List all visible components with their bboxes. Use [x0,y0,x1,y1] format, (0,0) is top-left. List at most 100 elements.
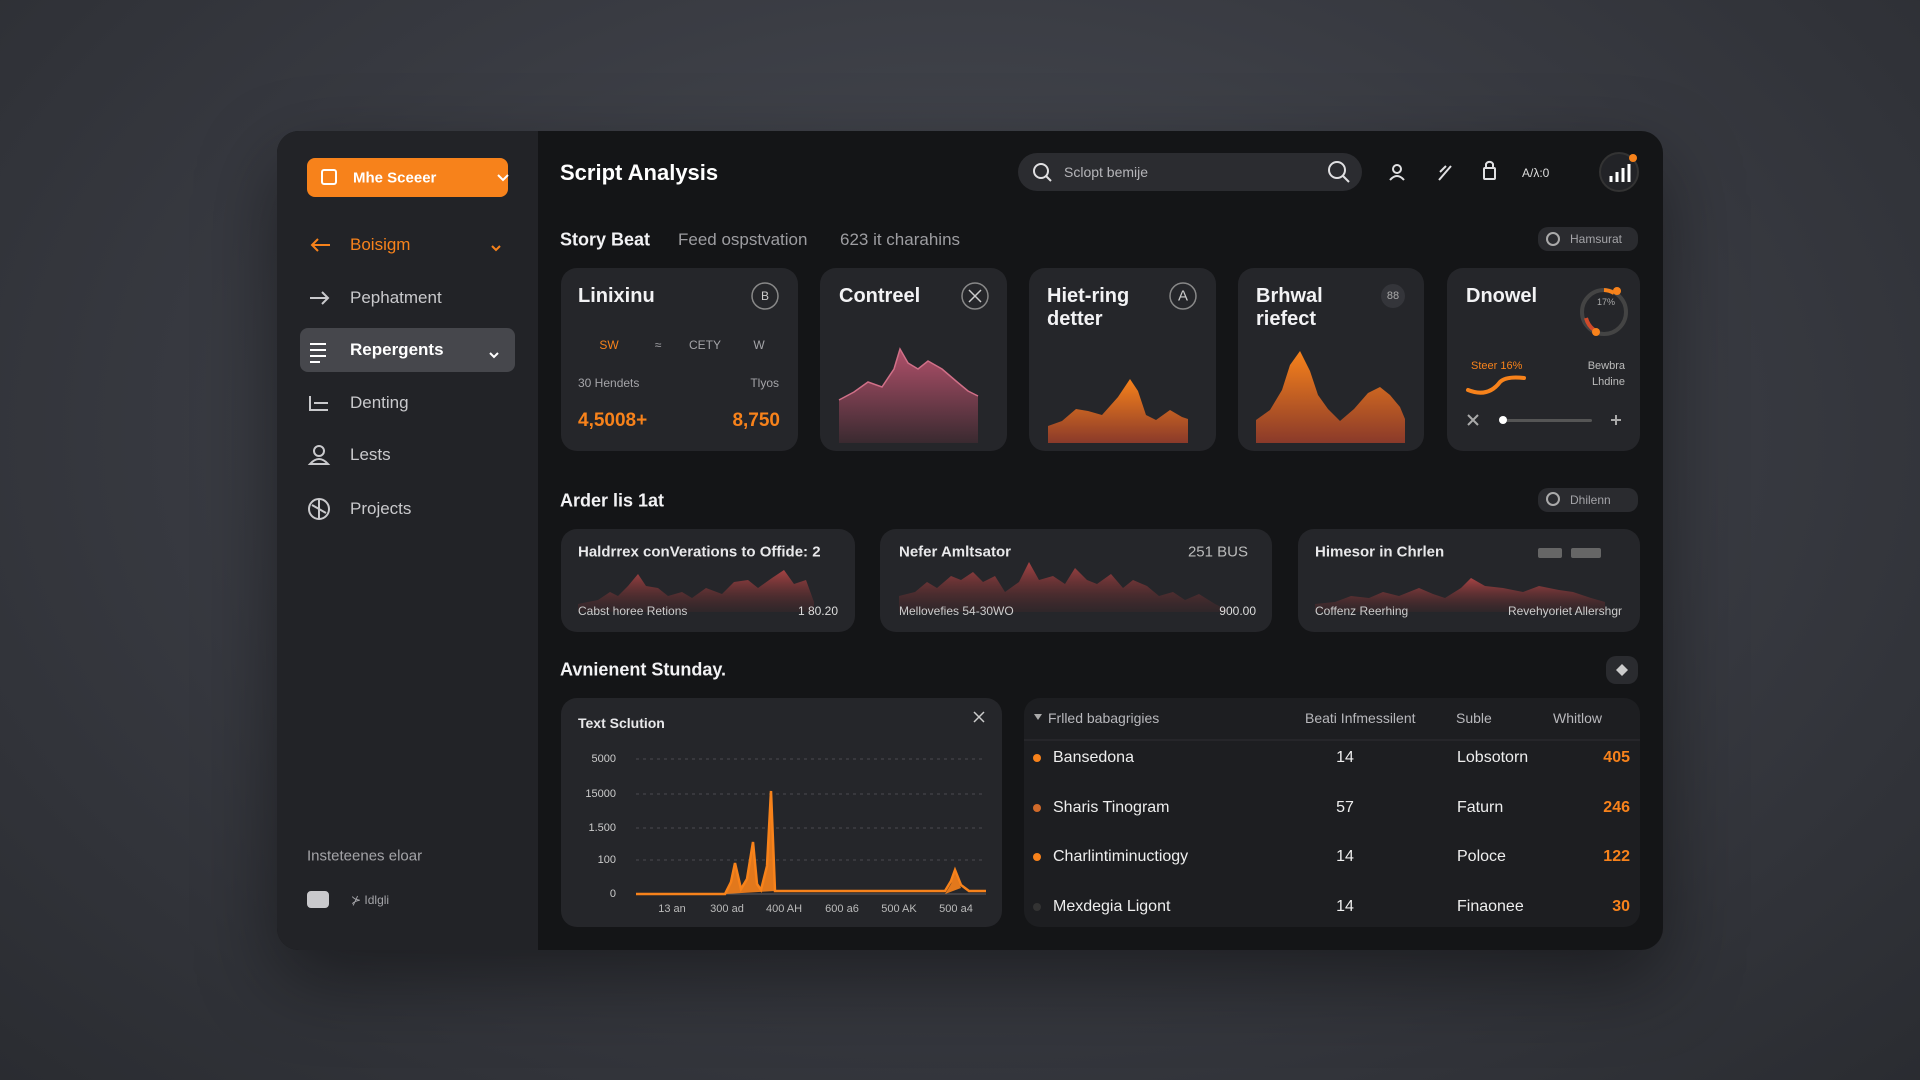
gauge-label: 17% [1596,297,1616,307]
footer-title: Insteteenes eloar [307,847,423,865]
nav-item[interactable]: Denting [350,393,409,412]
cell-value: 405 [1603,749,1630,766]
cell-number: 14 [1336,848,1354,865]
card-title: Dnowel [1466,285,1538,307]
sidebar-icons [307,169,509,908]
chart-title: Text Sclution [578,715,665,731]
nav-item[interactable]: Boisigm [350,235,411,254]
label: 900.00 [1219,604,1256,618]
label: Bewbra [1587,360,1625,372]
x-tick-label: 600 a6 [825,903,859,915]
section-title: Arder lis 1at [560,490,665,511]
card[interactable] [561,268,798,451]
button-label[interactable]: Mhe Sceeer [353,169,437,187]
cell-name: Bansedona [1053,749,1134,766]
nav-item[interactable]: Projects [350,499,412,518]
label: Cabst horee Retions [578,604,688,618]
cell-value: 246 [1603,799,1630,816]
card-title: Brhwal [1256,285,1323,307]
column-header: Suble [1456,710,1492,726]
cell-category: Poloce [1457,848,1506,865]
cell-name: Mexdegia Ligont [1053,898,1171,915]
primary-button[interactable] [307,158,508,197]
value: 251 BUS [1187,543,1248,561]
mini-tab[interactable]: SW [599,338,619,352]
button[interactable] [1538,488,1638,512]
tab[interactable]: Feed ospstvation [678,230,808,249]
cell-name: Sharis Tinogram [1053,799,1170,816]
card-title: Linixinu [578,285,655,307]
mini-tab[interactable]: ≈ [654,338,662,352]
cell-name: Charlintiminuctiogy [1053,848,1189,865]
y-tick-label: 100 [597,854,616,866]
header-icons [1033,152,1639,676]
x-tick-label: 13 an [658,903,686,915]
nav-active-bg [300,328,515,372]
nav-item[interactable]: Lests [350,445,391,464]
card-title: Contreel [839,285,921,307]
metric: 8,750 [732,410,780,431]
nav-item[interactable]: Repergents [350,340,444,359]
y-tick-label: 0 [609,888,616,900]
badge: A [1177,287,1189,305]
x-tick-label: 500 a4 [939,903,973,915]
button[interactable] [1538,227,1638,251]
y-tick-label: 5000 [591,753,616,765]
card-title: detter [1047,308,1103,330]
status: A/λ:0 [1522,166,1550,180]
label: Revehyoriet Allershgr [1507,604,1622,618]
x-tick-label: 400 AH [765,903,803,915]
sidebar [277,131,538,950]
tab[interactable]: 623 it charahins [840,230,961,249]
y-tick-label: 1.500 [588,822,616,834]
badge: B [760,289,770,303]
x-tick-label: 300 ad [710,903,744,915]
label: Steer 16% [1471,360,1523,372]
card-title: riefect [1256,308,1317,330]
cell-category: Faturn [1457,799,1504,816]
tab-active[interactable]: Story Beat [560,229,651,250]
label: Tlyos [750,376,779,390]
button-label[interactable]: Dhilenn [1570,493,1611,507]
card-title: Hiet-ring [1047,285,1130,307]
section-title: Avnienent Stunday. [560,659,727,680]
mini-tab[interactable]: CETY [688,338,722,352]
cell-category: Lobsotorn [1457,749,1529,766]
card-title: Haldrrex conVerations to Offide: 2 [578,543,821,561]
column-header: Whitlow [1553,710,1603,726]
line-chart-art [636,711,986,896]
footer-item[interactable]: ⊁ Idlgli [351,893,390,907]
metric: 4,5008+ [578,410,648,431]
mini-tab[interactable]: W [753,338,765,352]
label: 30 Hendets [578,376,640,390]
card-title: Himesor in Chrlen [1315,543,1445,561]
x-tick-label: 500 AK [881,903,917,915]
label: 1 80.20 [797,604,838,618]
label: Mellovefies 54-30WO [899,604,1014,618]
label: Coffenz Reerhing [1315,604,1409,618]
badge: 88 [1386,290,1400,302]
cell-category: Finaonee [1457,898,1524,915]
button-label[interactable]: Hamsurat [1570,232,1623,246]
column-header: Frlled babagrigies [1048,710,1160,726]
card-decor [751,282,1628,443]
chart-card [561,698,1002,927]
page-title: Script Analysis [560,160,719,185]
label: Lhdine [1591,376,1625,388]
table-card [1024,698,1640,927]
search-box[interactable] [1018,153,1362,191]
table-art [1024,714,1640,911]
cell-number: 14 [1336,898,1354,915]
cell-value: 30 [1612,898,1630,915]
sparklines [578,548,1605,612]
search-placeholder[interactable]: Sclopt bemije [1064,164,1149,180]
nav-item[interactable]: Pephatment [350,288,442,307]
cell-number: 14 [1336,749,1354,766]
y-tick-label: 15000 [585,788,616,800]
card-title: Nefer Amltsator [899,543,1011,561]
cell-number: 57 [1336,799,1354,816]
cell-value: 122 [1603,848,1630,865]
